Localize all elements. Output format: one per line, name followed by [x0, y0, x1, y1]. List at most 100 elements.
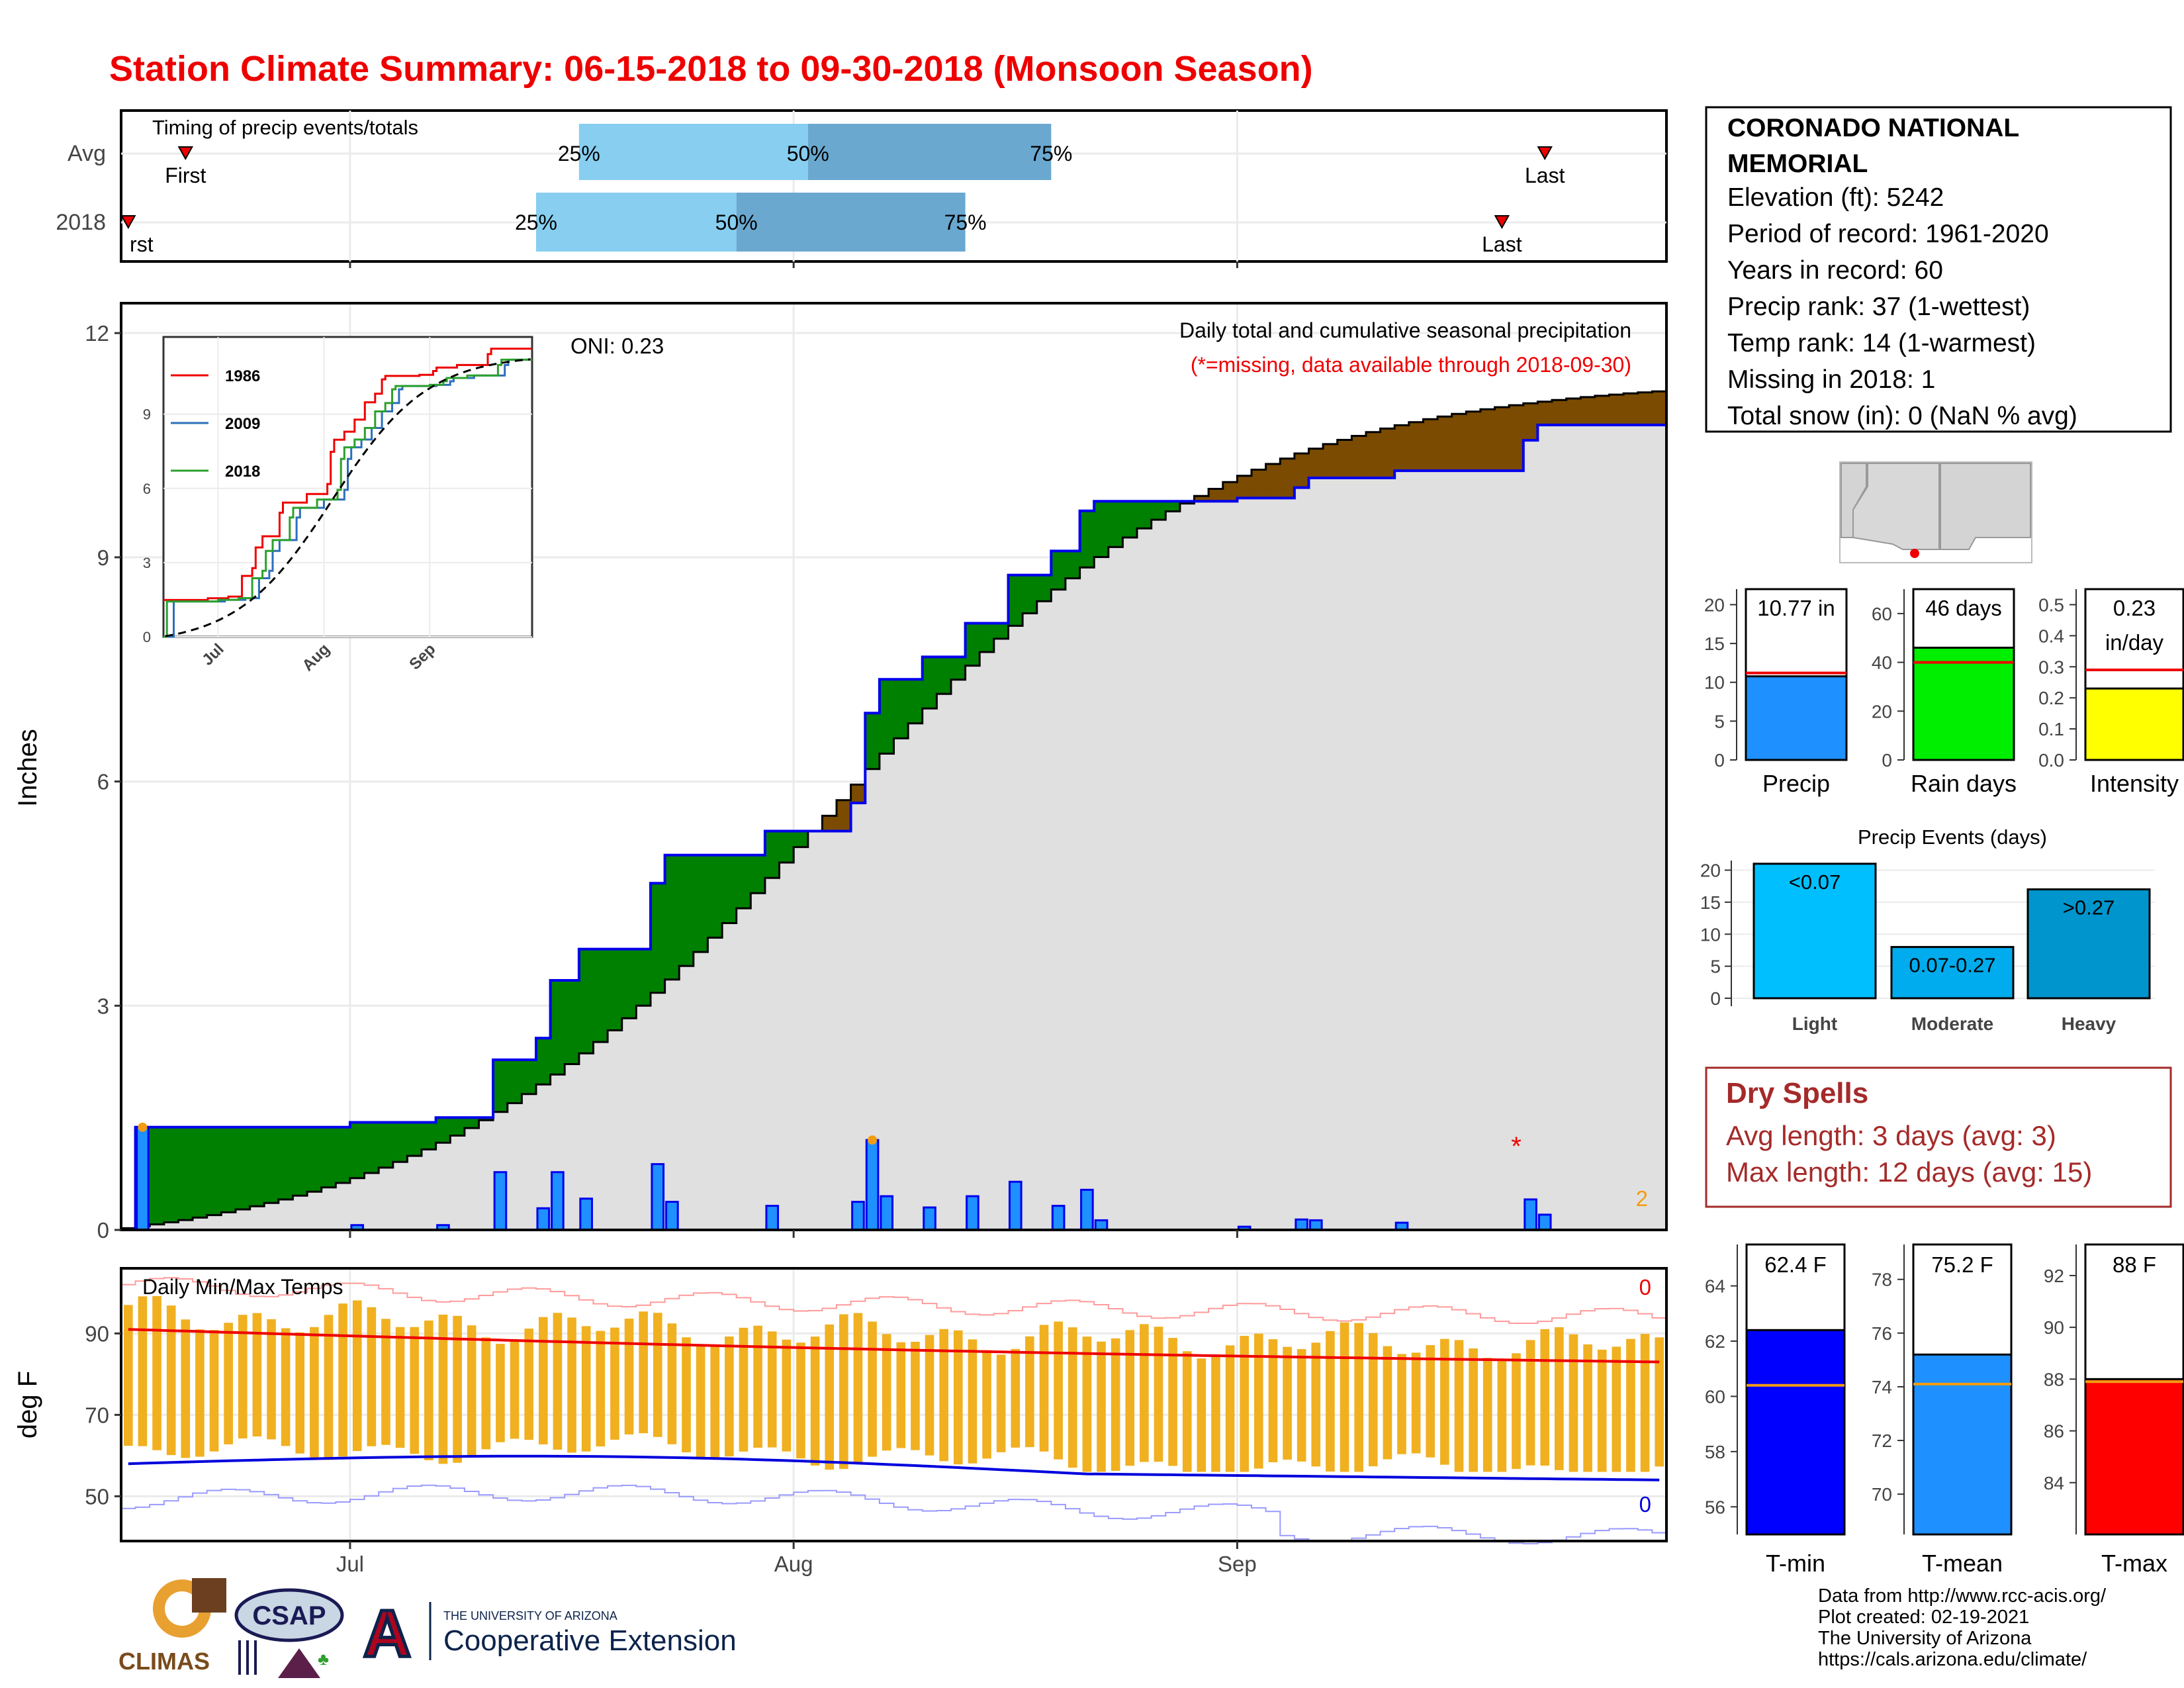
above-normal-shade	[336, 1127, 351, 1183]
above-normal-shade	[736, 855, 751, 909]
temp-summary-x-label: T-min	[1766, 1550, 1825, 1577]
daily-temp-range-bar	[1182, 1351, 1192, 1472]
temp-summary-y-tick-label: 78	[1872, 1270, 1892, 1290]
daily-temp-range-bar	[424, 1320, 433, 1460]
ua-small-text: THE UNIVERSITY OF ARIZONA	[443, 1609, 617, 1622]
summary-value-bar	[1912, 646, 2015, 761]
daily-temp-range-bar	[538, 1317, 548, 1445]
event-bar	[1752, 863, 1877, 1000]
daily-precip-bar	[579, 1197, 593, 1231]
daily-precip-bar	[651, 1163, 665, 1231]
below-normal-shade	[1609, 395, 1624, 426]
temp-summary-y-tick-label: 58	[1705, 1442, 1725, 1462]
precip-y-tick-label: 0	[97, 1218, 109, 1243]
record-low-count: 0	[1639, 1492, 1651, 1517]
temp-summary-bar	[1912, 1353, 2013, 1536]
dry-spells-avg: Avg length: 3 days (avg: 3)	[1726, 1120, 2056, 1151]
daily-precip-bar	[551, 1171, 565, 1231]
daily-temp-range-bar	[624, 1319, 634, 1434]
daily-precip-bar	[1308, 1219, 1323, 1231]
csap-logo: CSAP ♣	[233, 1583, 345, 1688]
above-normal-shade	[1165, 501, 1181, 512]
daily-temp-range-bar	[1211, 1355, 1220, 1472]
csap-logo-text: CSAP	[252, 1601, 326, 1630]
event-bar-label: <0.07	[1789, 870, 1841, 894]
above-normal-shade	[379, 1122, 394, 1168]
precip-y-tick-label: 6	[97, 770, 109, 794]
temp-y-tick-label: 90	[85, 1321, 109, 1346]
footer: Data from http://www.rcc-acis.org/ Plot …	[118, 1578, 2107, 1688]
above-normal-shade	[722, 855, 737, 923]
above-normal-shade	[1151, 501, 1166, 520]
x-tick-label: Sep	[1218, 1552, 1257, 1576]
station-snow: Total snow (in): 0 (NaN % avg)	[1727, 402, 2077, 430]
observed-cumulative-line	[121, 424, 1666, 1231]
timing-box-lower-avg	[578, 124, 808, 180]
daily-temp-range-bar	[467, 1325, 477, 1458]
daily-temp-range-bar	[352, 1300, 362, 1451]
timing-first-marker	[120, 215, 136, 230]
daily-temp-range-bar	[1454, 1340, 1464, 1472]
timing-first-marker	[177, 146, 193, 161]
daily-temp-range-bar	[395, 1327, 405, 1448]
summary-y-tick-label: 0.1	[2038, 719, 2064, 739]
timing-last-marker	[1494, 215, 1510, 230]
daily-temp-range-bar	[1497, 1360, 1507, 1472]
station-temp-rank: Temp rank: 14 (1-warmest)	[1727, 329, 2036, 357]
daily-precip-bar	[1537, 1213, 1552, 1231]
daily-temp-range-bar	[1555, 1327, 1564, 1470]
daily-temp-range-bar	[596, 1331, 606, 1447]
temp-summary-x-label: T-mean	[1922, 1550, 2003, 1577]
temp-summary-y-tick-label: 90	[2044, 1317, 2064, 1338]
temp-summary-y-tick-label: 92	[2044, 1266, 2064, 1286]
daily-temp-range-bar	[281, 1328, 291, 1446]
daily-temp-range-bar	[1168, 1338, 1177, 1466]
daily-temp-range-bar	[267, 1319, 276, 1440]
below-normal-shade	[1251, 469, 1267, 498]
daily-temp-range-bar	[124, 1305, 133, 1446]
daily-temp-range-bar	[882, 1334, 891, 1451]
daily-temp-range-bar	[310, 1327, 319, 1459]
below-normal-shade	[1451, 414, 1467, 471]
timing-quartile-label: 50%	[787, 142, 829, 165]
temp-y-tick-label: 70	[85, 1403, 109, 1427]
above-normal-shade	[1122, 501, 1138, 538]
daily-temp-range-bar	[725, 1336, 734, 1457]
daily-temp-range-bar	[1655, 1337, 1664, 1467]
summary-y-tick-label: 10	[1704, 673, 1725, 693]
timing-last-marker	[1537, 146, 1553, 161]
above-normal-shade	[349, 1122, 365, 1178]
precip-panel: * 0 3 6 9 12 Inches ONI: 0.23 Daily total an…	[13, 302, 1668, 1243]
above-normal-shade	[693, 855, 709, 953]
daily-temp-range-bar	[295, 1332, 305, 1454]
temp-y-label: deg F	[13, 1371, 42, 1438]
daily-temp-range-bar	[1011, 1348, 1021, 1448]
daily-temp-range-bar	[181, 1319, 191, 1458]
above-normal-shade	[507, 1059, 522, 1103]
daily-temp-range-bar	[410, 1327, 420, 1454]
extreme-precip-marker	[138, 1122, 148, 1132]
timing-box-upper-year	[736, 193, 966, 252]
daily-temp-range-bar	[682, 1337, 691, 1452]
timing-first-label: rst	[130, 232, 154, 256]
temp-summary-bar	[1745, 1329, 1846, 1536]
daily-temp-range-bar	[810, 1336, 820, 1466]
below-normal-shade	[1466, 411, 1481, 471]
record-high-count: 0	[1639, 1275, 1651, 1299]
daily-temp-range-bar	[1340, 1322, 1349, 1472]
event-bar	[2026, 888, 2151, 1000]
above-normal-shade	[321, 1127, 336, 1188]
temp-bar-charts: 56 58 60 62 64 62.4 F T-min 70 72 74 76 78 75.2 F T-m…	[1705, 1243, 2184, 1577]
summary-bar-charts: 0 5 10 15 20 10.77 in Precip 0 20 40 60 46 days Rain…	[1704, 588, 2184, 797]
oni-label: ONI: 0.23	[570, 334, 664, 358]
daily-temp-range-bar	[653, 1313, 662, 1437]
daily-temp-range-bar	[138, 1296, 148, 1446]
daily-temp-range-bar	[224, 1323, 233, 1444]
above-normal-shade	[422, 1122, 437, 1150]
station-location-marker	[1910, 549, 1919, 558]
below-normal-shade	[1537, 401, 1553, 426]
csap-logo-glyph: ♣	[318, 1649, 329, 1669]
above-normal-shade	[364, 1122, 379, 1174]
above-normal-shade	[264, 1127, 279, 1203]
below-normal-shade	[1437, 416, 1453, 471]
